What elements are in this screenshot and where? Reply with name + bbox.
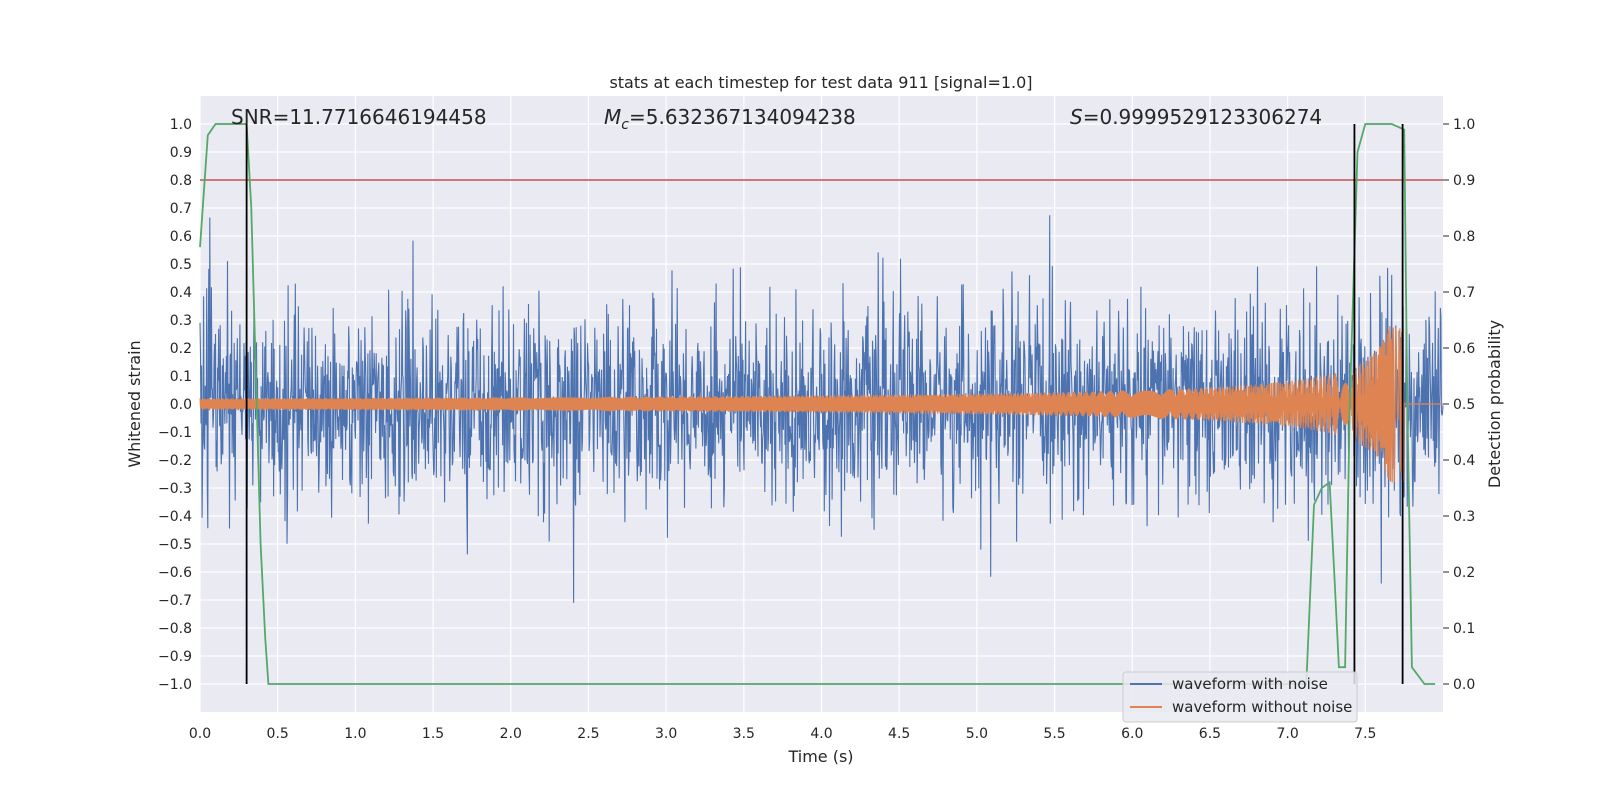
y-axis-right-ticks: 1.0 0.9 0.8 0.7 0.6 0.5 0.4 0.3 0.2 0.1 0.0 [1443, 117, 1475, 693]
x-tick-label: 5.5 [1043, 726, 1065, 742]
snr-annotation: SNR=11.7716646194458 [231, 105, 487, 129]
y-tick-label: −1.0 [158, 677, 192, 693]
y-tick-label: 0.4 [170, 285, 192, 301]
y-right-tick-label: 0.3 [1453, 509, 1475, 525]
y-right-tick-label: 0.1 [1453, 621, 1475, 637]
y-right-tick-label: 0.4 [1453, 453, 1475, 469]
x-tick-label: 0.5 [267, 726, 289, 742]
y-tick-label: 0.3 [170, 313, 192, 329]
y-right-tick-label: 0.0 [1453, 677, 1475, 693]
series-waveform-without-noise [199, 326, 1443, 483]
x-tick-label: 4.0 [810, 726, 832, 742]
y-tick-label: −0.4 [158, 509, 192, 525]
y-axis-label: Whitened strain [125, 340, 144, 467]
x-tick-label: 7.5 [1354, 726, 1376, 742]
y-tick-label: 0.0 [170, 397, 192, 413]
y-axis-left-ticks: 1.0 0.9 0.8 0.7 0.6 0.5 0.4 0.3 0.2 0.1 0.0 −0.1 −0.… [158, 117, 192, 693]
y-tick-label: 0.1 [170, 369, 192, 385]
x-axis-ticks: 0.0 0.5 1.0 1.5 2.0 2.5 3.0 3.5 4.0 4.5 5.0 5.5 6.0 6… [189, 726, 1377, 742]
x-tick-label: 5.0 [966, 726, 988, 742]
y-tick-label: −0.3 [158, 481, 192, 497]
x-tick-label: 1.0 [344, 726, 366, 742]
legend-label-noise: waveform with noise [1172, 675, 1328, 693]
x-tick-label: 6.0 [1121, 726, 1143, 742]
y-tick-label: −0.2 [158, 453, 192, 469]
x-tick-label: 2.0 [500, 726, 522, 742]
y-tick-label: −0.8 [158, 621, 192, 637]
y-tick-label: −0.5 [158, 537, 192, 553]
y-tick-label: −0.7 [158, 593, 192, 609]
y-tick-label: 1.0 [170, 117, 192, 133]
mc-subscript: c [621, 117, 629, 133]
legend: waveform with noise waveform without noi… [1122, 671, 1358, 723]
mc-label: M [604, 105, 621, 129]
chirp-mass-annotation: Mc=5.632367134094238 [604, 105, 856, 133]
legend-label-clean: waveform without noise [1172, 698, 1352, 716]
y-tick-label: −0.9 [158, 649, 192, 665]
y-tick-label: −0.6 [158, 565, 192, 581]
x-tick-label: 4.5 [888, 726, 910, 742]
y-right-tick-label: 0.7 [1453, 285, 1475, 301]
s-label: S [1070, 105, 1083, 129]
x-axis-label: Time (s) [787, 747, 853, 766]
y-right-tick-label: 0.8 [1453, 229, 1475, 245]
y-right-tick-label: 0.6 [1453, 341, 1475, 357]
legend-box [1122, 671, 1358, 723]
score-annotation: S=0.9999529123306274 [1070, 105, 1322, 129]
x-tick-label: 0.0 [189, 726, 211, 742]
x-tick-label: 7.0 [1276, 726, 1298, 742]
y-right-tick-label: 0.9 [1453, 173, 1475, 189]
x-tick-label: 6.5 [1199, 726, 1221, 742]
x-tick-label: 3.0 [655, 726, 677, 742]
y-tick-label: 0.6 [170, 229, 192, 245]
y-tick-label: 0.7 [170, 201, 192, 217]
y-right-tick-label: 0.5 [1453, 397, 1475, 413]
y-right-tick-label: 0.2 [1453, 565, 1475, 581]
snr-label: SNR [231, 105, 273, 129]
x-tick-label: 1.5 [422, 726, 444, 742]
x-tick-label: 3.5 [733, 726, 755, 742]
y-tick-label: 0.2 [170, 341, 192, 357]
mc-value: 5.632367134094238 [646, 105, 856, 129]
y-tick-label: 0.8 [170, 173, 192, 189]
series-detection-probability [199, 123, 1436, 685]
snr-value: 11.7716646194458 [289, 105, 486, 129]
chart-title: stats at each timestep for test data 911… [609, 73, 1032, 92]
s-value: 0.9999529123306274 [1099, 105, 1322, 129]
y-tick-label: 0.9 [170, 145, 192, 161]
y-tick-label: −0.1 [158, 425, 192, 441]
x-tick-label: 2.5 [577, 726, 599, 742]
y-right-tick-label: 1.0 [1453, 117, 1475, 133]
y-axis-right-label: Detection probability [1485, 320, 1504, 488]
plot-series [199, 123, 1444, 685]
y-tick-label: 0.5 [170, 257, 192, 273]
